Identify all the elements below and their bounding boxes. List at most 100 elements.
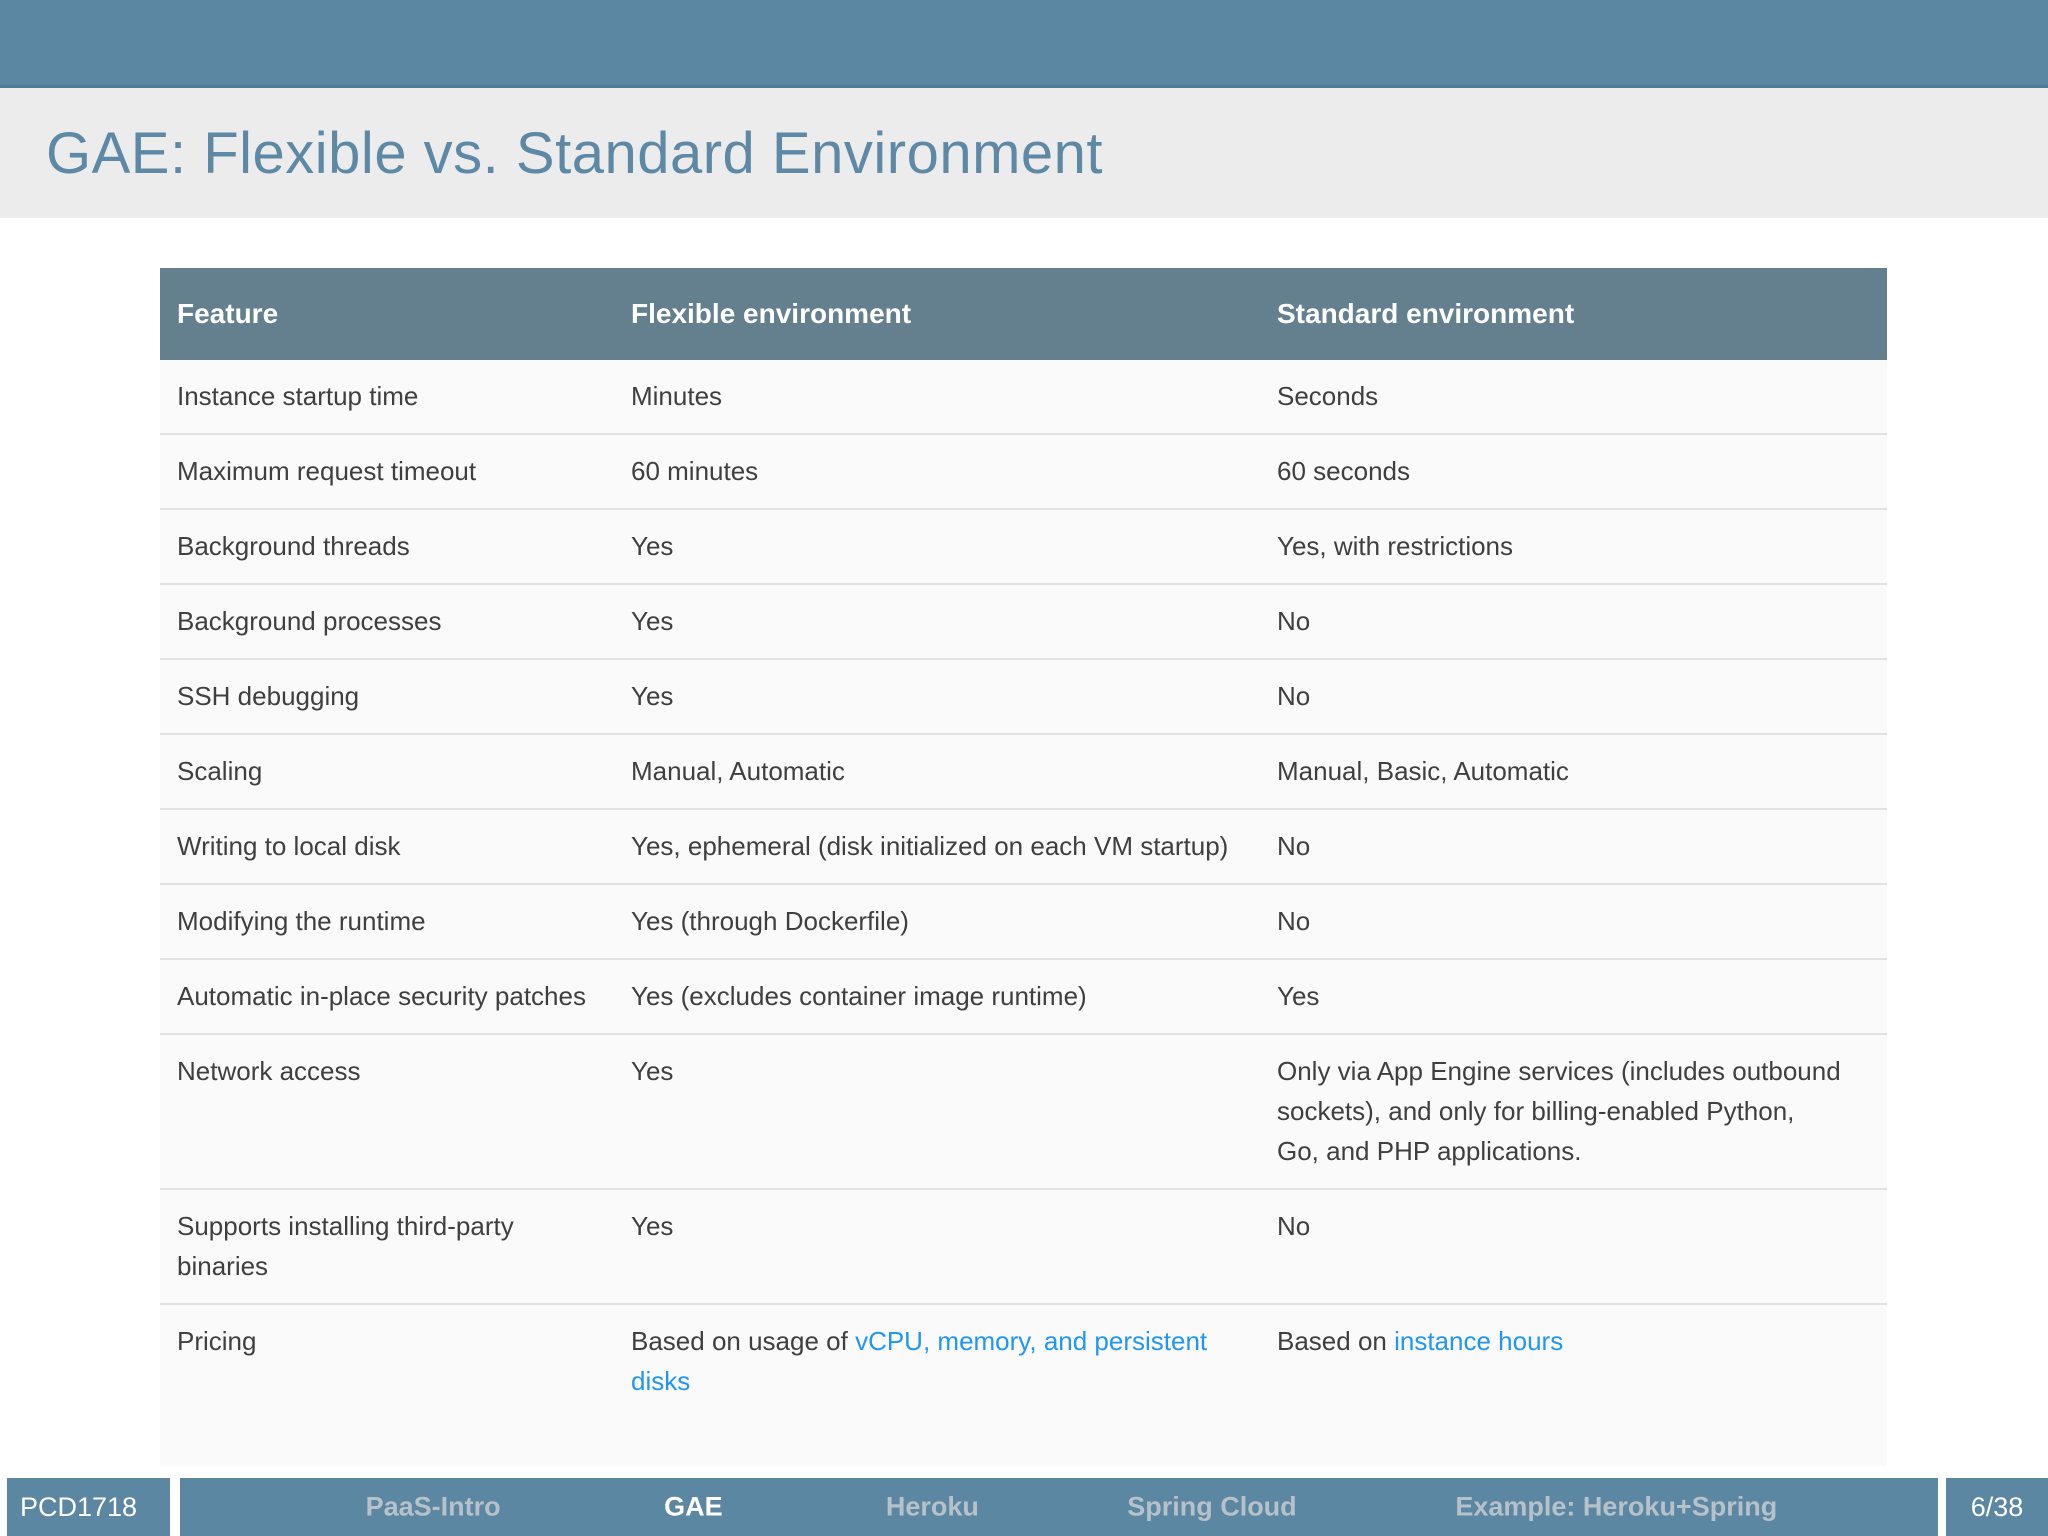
table-cell: Yes	[631, 1051, 1277, 1171]
table-cell: Yes, with restrictions	[1277, 526, 1887, 566]
page-number: 6/38	[1970, 1491, 2024, 1522]
table-cell: SSH debugging	[160, 676, 631, 716]
cell-text: Background processes	[177, 606, 442, 636]
pricing-link[interactable]: instance hours	[1394, 1326, 1564, 1356]
cell-text: SSH debugging	[177, 681, 360, 711]
table-cell: Seconds	[1277, 376, 1887, 416]
cell-text: Network access	[177, 1056, 361, 1086]
table-row: Writing to local disk Yes, ephemeral (dis…	[160, 808, 1887, 883]
cell-text: Only via App Engine services (includes o…	[1277, 1056, 1841, 1166]
footer-section-example-heroku-spring[interactable]: Example: Heroku+Spring	[1455, 1491, 1778, 1522]
cell-text: Minutes	[631, 381, 723, 411]
table-cell: Manual, Basic, Automatic	[1277, 751, 1887, 791]
cell-text: Based on	[1277, 1326, 1395, 1356]
footer-section-gae[interactable]: GAE	[664, 1491, 723, 1522]
cell-text: Scaling	[177, 756, 263, 786]
column-header: Flexible environment	[631, 298, 912, 329]
table-cell: Yes, ephemeral (disk initialized on each…	[631, 826, 1277, 866]
table-cell: Background processes	[160, 601, 631, 641]
table-cell: Yes (through Dockerfile)	[631, 901, 1277, 941]
table-row: Automatic in-place security patches Yes (…	[160, 958, 1887, 1033]
cell-text: Writing to local disk	[177, 831, 401, 861]
table-cell: Instance startup time	[160, 376, 631, 416]
table-cell: Minutes	[631, 376, 1277, 416]
table-cell: 60 minutes	[631, 451, 1277, 491]
cell-text: Yes, with restrictions	[1277, 531, 1514, 561]
table-cell: Yes	[1277, 976, 1887, 1016]
cell-text: 60 minutes	[631, 456, 759, 486]
table-row: Scaling Manual, Automatic Manual, Basic, A…	[160, 733, 1887, 808]
table-cell: Supports installing third-party binaries	[160, 1206, 631, 1286]
cell-text: Yes (through Dockerfile)	[631, 906, 909, 936]
table-cell: Scaling	[160, 751, 631, 791]
table-cell: Modifying the runtime	[160, 901, 631, 941]
table-cell: Yes	[631, 676, 1277, 716]
pricing-link[interactable]: vCPU, memory, and persistent disks	[631, 1326, 1208, 1396]
table-cell: Only via App Engine services (includes o…	[1277, 1051, 1887, 1171]
cell-text: Yes	[631, 1211, 674, 1241]
cell-text: Background threads	[177, 531, 410, 561]
table-cell: Pricing	[160, 1321, 631, 1401]
comparison-table: Feature Flexible environment Standard envi…	[160, 268, 1887, 1466]
cell-text: Based on usage of	[631, 1326, 856, 1356]
cell-text: Maximum request timeout	[177, 456, 477, 486]
table-cell: Yes	[631, 1206, 1277, 1286]
footer-section-paas-intro[interactable]: PaaS-Intro	[365, 1491, 501, 1522]
table-row: Instance startup time Minutes Seconds	[160, 360, 1887, 433]
table-cell: Based on instance hours	[1277, 1321, 1887, 1401]
table-row: Background threads Yes Yes, with restricti…	[160, 508, 1887, 583]
table-cell: Background threads	[160, 526, 631, 566]
cell-text: Yes, ephemeral (disk initialized on each…	[631, 831, 1229, 861]
footer-course-code-block: PCD1718	[7, 1478, 170, 1536]
footer-section-heroku[interactable]: Heroku	[885, 1491, 979, 1522]
table-cell: Yes (excludes container image runtime)	[631, 976, 1277, 1016]
cell-text: Supports installing third-party binaries	[177, 1211, 514, 1281]
cell-text: Automatic in-place security patches	[177, 981, 586, 1011]
table-cell: Network access	[160, 1051, 631, 1171]
table-cell: Writing to local disk	[160, 826, 631, 866]
table-cell: Automatic in-place security patches	[160, 976, 631, 1016]
cell-text: Manual, Basic, Automatic	[1277, 756, 1569, 786]
cell-text: Seconds	[1277, 381, 1379, 411]
cell-text: Instance startup time	[177, 381, 419, 411]
course-code: PCD1718	[20, 1491, 138, 1522]
table-cell: No	[1277, 901, 1887, 941]
table-row: Background processes Yes No	[160, 583, 1887, 658]
table-row: Maximum request timeout 60 minutes 60 seco…	[160, 433, 1887, 508]
table-row: SSH debugging Yes No	[160, 658, 1887, 733]
table-rows: Instance startup time Minutes Seconds Maxim…	[160, 360, 1887, 1418]
table-cell: 60 seconds	[1277, 451, 1887, 491]
cell-text: No	[1277, 1211, 1311, 1241]
table-header-row: Feature Flexible environment Standard envi…	[160, 268, 1887, 360]
cell-text: Yes	[631, 1056, 674, 1086]
cell-text: Yes	[631, 531, 674, 561]
table-cell: Yes	[631, 601, 1277, 641]
cell-text: Pricing	[177, 1326, 257, 1356]
cell-text: 60 seconds	[1277, 456, 1410, 486]
table-cell: Maximum request timeout	[160, 451, 631, 491]
cell-text: No	[1277, 606, 1311, 636]
footer-section-spring-cloud[interactable]: Spring Cloud	[1127, 1491, 1297, 1522]
cell-text: No	[1277, 906, 1311, 936]
column-header: Feature	[177, 298, 279, 329]
cell-text: No	[1277, 681, 1311, 711]
table-row: Modifying the runtime Yes (through Docker…	[160, 883, 1887, 958]
table-row: Supports installing third-party binaries…	[160, 1188, 1887, 1303]
footer-page-block: 6/38	[1946, 1478, 2048, 1536]
cell-text: No	[1277, 831, 1311, 861]
page-title: GAE: Flexible vs. Standard Environment	[46, 120, 1104, 186]
table-cell: No	[1277, 826, 1887, 866]
footer-nav: PaaS-Intro GAE Heroku Spring Cloud Example: …	[180, 1478, 1938, 1536]
table-cell: Manual, Automatic	[631, 751, 1277, 791]
cell-text: Yes	[631, 681, 674, 711]
top-bar	[0, 0, 2048, 88]
column-header: Standard environment	[1277, 298, 1575, 329]
table-cell: Based on usage of vCPU, memory, and pers…	[631, 1321, 1277, 1401]
cell-text: Modifying the runtime	[177, 906, 426, 936]
table-cell: Yes	[631, 526, 1277, 566]
table-cell: No	[1277, 1206, 1887, 1286]
table-cell: No	[1277, 601, 1887, 641]
table-row: Network access Yes Only via App Engine ser…	[160, 1033, 1887, 1188]
table-row: Pricing Based on usage of vCPU, memory, a…	[160, 1303, 1887, 1418]
table-cell: No	[1277, 676, 1887, 716]
